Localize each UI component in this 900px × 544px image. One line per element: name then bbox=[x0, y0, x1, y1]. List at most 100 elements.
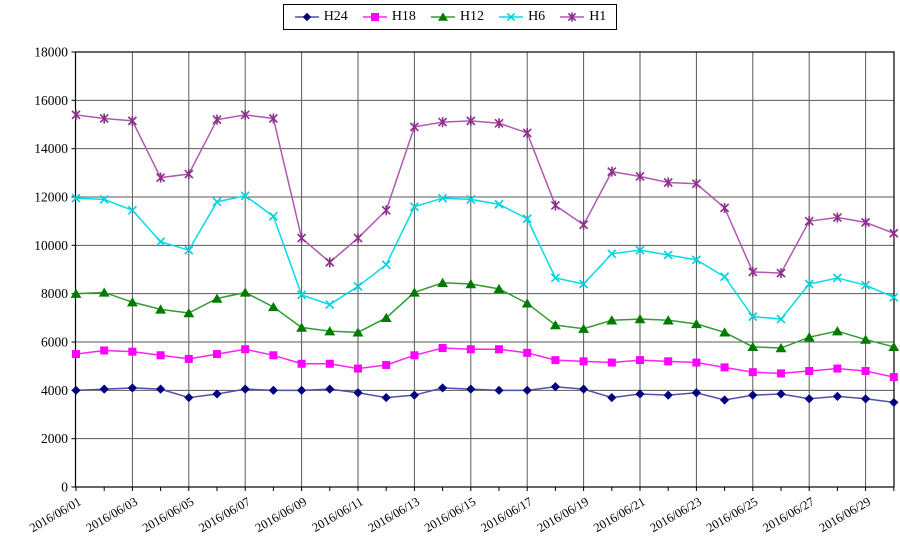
marker-x bbox=[748, 312, 758, 322]
y-axis-label: 8000 bbox=[41, 286, 68, 301]
y-axis-label: 4000 bbox=[41, 383, 68, 398]
marker-x bbox=[832, 273, 842, 283]
marker-triangle bbox=[578, 323, 589, 333]
legend-label: H12 bbox=[459, 9, 485, 24]
marker-star bbox=[550, 200, 560, 211]
legend-marker-diamond-icon bbox=[294, 12, 319, 22]
marker-x bbox=[325, 299, 335, 310]
marker-star bbox=[522, 127, 532, 138]
marker-square bbox=[72, 350, 80, 359]
marker-diamond bbox=[381, 392, 391, 403]
marker-diamond bbox=[268, 385, 278, 395]
marker-triangle bbox=[98, 287, 110, 297]
marker-diamond bbox=[804, 394, 814, 404]
marker-diamond bbox=[579, 384, 589, 394]
marker-diamond bbox=[663, 390, 673, 400]
legend-item-H6: H6 bbox=[498, 10, 545, 24]
marker-triangle bbox=[832, 326, 843, 336]
marker-square bbox=[692, 358, 701, 367]
marker-triangle bbox=[747, 341, 759, 352]
legend-marker-x-icon bbox=[499, 12, 524, 22]
marker-triangle bbox=[155, 304, 166, 314]
marker-square bbox=[720, 363, 729, 372]
marker-diamond bbox=[297, 385, 307, 395]
plot-border bbox=[74, 51, 895, 488]
marker-diamond bbox=[409, 390, 419, 400]
marker-star bbox=[297, 233, 307, 244]
marker-star bbox=[353, 233, 363, 244]
marker-x bbox=[494, 199, 504, 209]
legend-item-H18: H18 bbox=[362, 10, 416, 24]
marker-square bbox=[579, 357, 588, 366]
marker-diamond bbox=[635, 389, 645, 399]
marker-triangle bbox=[465, 279, 477, 289]
x-axis-label: 2016/06/21 bbox=[591, 494, 647, 535]
marker-triangle bbox=[775, 343, 787, 353]
marker-square bbox=[382, 360, 391, 369]
y-axis-label: 18000 bbox=[34, 45, 68, 60]
marker-square bbox=[128, 347, 137, 356]
legend-wrap: H24 H18 H12 H6 H1 bbox=[0, 4, 900, 30]
y-axis-label: 16000 bbox=[34, 93, 68, 108]
marker-triangle bbox=[296, 322, 307, 332]
marker-star bbox=[776, 268, 786, 279]
marker-square bbox=[410, 351, 419, 360]
marker-star bbox=[325, 257, 335, 268]
marker-square bbox=[833, 364, 842, 373]
marker-x bbox=[381, 260, 391, 270]
marker-diamond bbox=[607, 392, 617, 403]
marker-star bbox=[381, 205, 391, 216]
legend-label: H6 bbox=[528, 9, 546, 24]
marker-star bbox=[663, 177, 673, 188]
marker-diamond bbox=[156, 384, 166, 394]
series-line-H12 bbox=[75, 282, 894, 349]
marker-triangle bbox=[127, 297, 138, 307]
marker-diamond bbox=[127, 383, 137, 393]
marker-x bbox=[466, 194, 476, 204]
x-axis-label: 2016/06/17 bbox=[478, 494, 534, 535]
marker-triangle bbox=[691, 318, 702, 329]
marker-square bbox=[664, 357, 673, 366]
x-axis-label: 2016/06/19 bbox=[535, 494, 591, 535]
marker-x bbox=[99, 194, 109, 204]
legend-label: H1 bbox=[589, 9, 607, 24]
marker-x bbox=[268, 211, 278, 221]
legend-marker-star-icon bbox=[560, 12, 585, 22]
marker-square bbox=[297, 359, 306, 368]
marker-x bbox=[579, 279, 589, 289]
x-axis-label: 2016/06/09 bbox=[253, 494, 309, 535]
y-axis-label: 14000 bbox=[34, 141, 68, 156]
marker-diamond bbox=[494, 385, 504, 395]
marker-star bbox=[438, 117, 448, 128]
marker-square bbox=[805, 367, 814, 375]
x-axis-label: 2016/06/15 bbox=[422, 494, 478, 535]
marker-x bbox=[522, 214, 532, 224]
marker-triangle bbox=[550, 320, 561, 330]
marker-diamond bbox=[240, 384, 250, 394]
marker-triangle bbox=[70, 288, 82, 298]
marker-square bbox=[325, 359, 334, 368]
marker-square bbox=[777, 369, 785, 378]
chart-legend: H24 H18 H12 H6 H1 bbox=[282, 4, 618, 30]
marker-x bbox=[889, 292, 899, 302]
marker-star bbox=[832, 212, 842, 223]
marker-diamond bbox=[522, 385, 532, 395]
marker-diamond bbox=[353, 388, 363, 398]
marker-star bbox=[804, 216, 814, 227]
marker-square bbox=[495, 345, 503, 354]
marker-x bbox=[184, 245, 194, 255]
marker-x bbox=[607, 249, 617, 259]
marker-diamond bbox=[748, 390, 758, 400]
marker-diamond bbox=[438, 383, 448, 393]
marker-x bbox=[127, 205, 137, 215]
legend-label: H18 bbox=[391, 9, 416, 24]
marker-triangle bbox=[634, 314, 646, 324]
marker-triangle bbox=[521, 298, 533, 308]
legend-item-H1: H1 bbox=[559, 10, 606, 24]
marker-triangle bbox=[239, 287, 251, 297]
marker-triangle bbox=[409, 287, 420, 297]
y-axis-label: 0 bbox=[61, 480, 68, 495]
marker-square bbox=[748, 368, 757, 377]
